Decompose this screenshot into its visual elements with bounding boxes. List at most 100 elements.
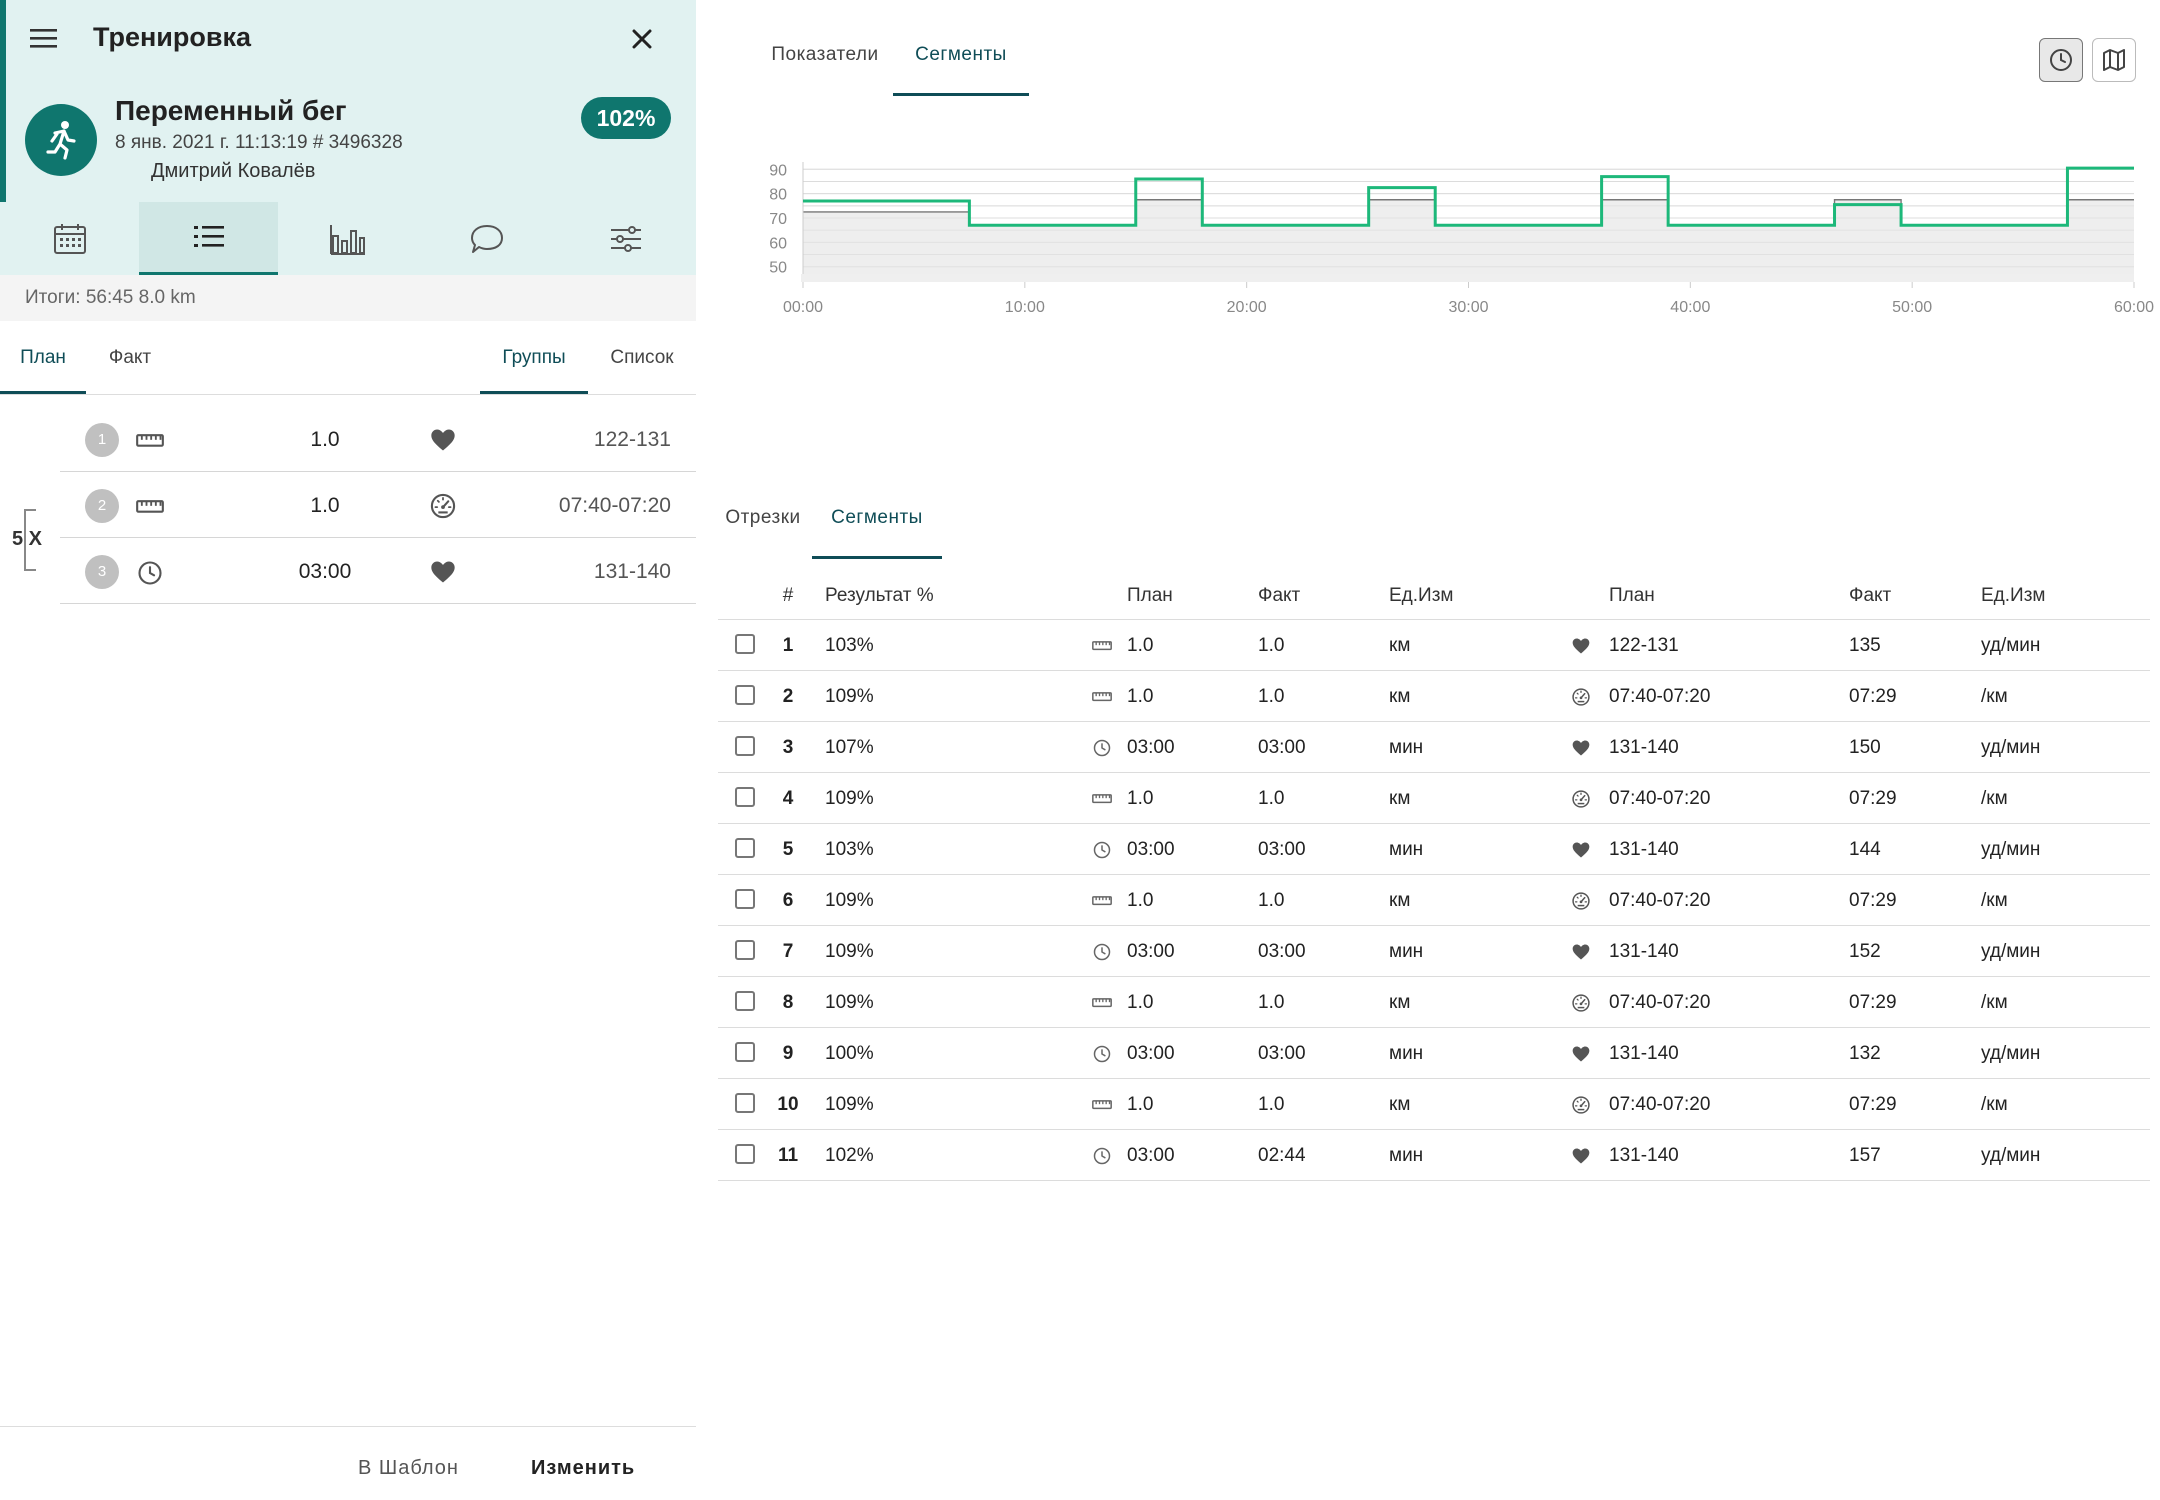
tab-list-view[interactable]: Список [610,347,674,368]
column-header[interactable]: Ед.Изм [1981,585,2046,606]
table-row[interactable]: 7 109% 03:00 03:00 мин 131-140 152 уд/мин [718,926,2150,977]
table-row[interactable]: 6 109% 1.0 1.0 км 07:40-07:20 07:29/км [718,875,2150,926]
target-unit: /км [1981,788,2008,809]
result-percent: 109% [825,686,874,707]
heart-icon [1572,944,1590,960]
column-header[interactable]: План [1127,585,1173,606]
unit: км [1389,635,1411,656]
target-fact: 157 [1849,1145,1881,1166]
plan-row[interactable]: 2 1.0 07:40-07:20 [60,472,696,538]
table-row[interactable]: 4 109% 1.0 1.0 км 07:40-07:20 07:29/км [718,773,2150,824]
step-target: 131-140 [593,560,671,583]
table-row[interactable]: 9 100% 03:00 03:00 мин 131-140 132 уд/мин [718,1028,2150,1079]
target-unit: уд/мин [1981,1043,2041,1064]
target-unit: /км [1981,890,2008,911]
step-target: 07:40-07:20 [558,494,671,517]
fact-value: 1.0 [1258,635,1285,656]
row-checkbox[interactable] [735,1093,755,1113]
plan-value: 03:00 [1127,1043,1175,1064]
speedometer-icon [1572,994,1590,1012]
speedometer-icon [1572,688,1590,706]
target-unit: /км [1981,992,2008,1013]
tab-settings[interactable] [556,202,695,275]
map-view-button[interactable] [2092,38,2136,82]
row-checkbox[interactable] [735,787,755,807]
column-header[interactable]: План [1609,585,1655,606]
target-fact: 07:29 [1849,686,1897,707]
row-checkbox[interactable] [735,991,755,1011]
unit: км [1389,1094,1411,1115]
heart-icon [1572,638,1590,654]
plan-row[interactable]: 1 1.0 122-131 [60,406,696,472]
row-checkbox[interactable] [735,685,755,705]
tab-list[interactable] [139,202,278,275]
target-plan: 131-140 [1609,839,1679,860]
fact-value: 1.0 [1258,788,1285,809]
step-number: 3 [85,555,119,589]
plan-value: 03:00 [1127,941,1175,962]
workout-panel: Тренировка Переменный бег 8 янв. 2021 г.… [0,0,696,1500]
tab-comments[interactable] [417,202,556,275]
fact-value: 1.0 [1258,992,1285,1013]
tab-splits[interactable]: Отрезки [725,507,801,528]
tab-stats[interactable] [278,202,417,275]
divider [0,394,696,395]
table-row[interactable]: 3 107% 03:00 03:00 мин 131-140 150 уд/мин [718,722,2150,773]
target-unit: уд/мин [1981,941,2041,962]
hamburger-menu-icon[interactable] [28,26,60,50]
target-unit: уд/мин [1981,1145,2041,1166]
heart-icon [431,429,455,451]
x-tick-label: 20:00 [1227,299,1267,316]
row-checkbox[interactable] [735,634,755,654]
speedometer-icon [1572,790,1590,808]
column-header[interactable]: Факт [1849,585,1892,606]
sliders-icon [610,225,641,252]
tab-calendar[interactable] [0,202,139,275]
table-row[interactable]: 5 103% 03:00 03:00 мин 131-140 144 уд/мин [718,824,2150,875]
column-header[interactable]: Факт [1258,585,1301,606]
table-row[interactable]: 10 109% 1.0 1.0 км 07:40-07:20 07:29/км [718,1079,2150,1130]
column-header[interactable]: # [782,585,794,606]
edit-button[interactable]: Изменить [531,1457,636,1479]
target-unit: /км [1981,1094,2008,1115]
heart-icon [1572,740,1590,756]
step-value: 03:00 [298,560,352,583]
plan-value: 1.0 [1127,1094,1154,1115]
row-checkbox[interactable] [735,1144,755,1164]
tab-metrics[interactable]: Показатели [771,44,879,65]
fact-value: 1.0 [1258,686,1285,707]
unit: мин [1389,941,1424,962]
row-checkbox[interactable] [735,1042,755,1062]
target-fact: 144 [1849,839,1881,860]
plan-value: 1.0 [1127,992,1154,1013]
step-number: 1 [85,423,119,457]
plan-row[interactable]: 3 03:00 131-140 [60,538,696,604]
row-index: 10 [777,1094,799,1115]
repeat-count: 5 X [12,528,43,550]
tab-segments[interactable]: Сегменты [893,44,1029,96]
tab-plan[interactable]: План [0,330,86,394]
tab-groups[interactable]: Группы [480,330,588,394]
time-view-button[interactable] [2039,38,2083,82]
save-as-template-button[interactable]: В Шаблон [358,1457,459,1479]
tab-fact[interactable]: Факт [108,347,152,368]
tab-table-segments[interactable]: Сегменты [812,507,942,559]
fact-value: 03:00 [1258,941,1306,962]
row-checkbox[interactable] [735,889,755,909]
table-row[interactable]: 1 103% 1.0 1.0 км 122-131 135 уд/мин [718,620,2150,671]
target-plan: 07:40-07:20 [1609,992,1711,1013]
table-row[interactable]: 11 102% 03:00 02:44 мин 131-140 157 уд/мин [718,1130,2150,1181]
close-icon[interactable] [627,24,657,54]
result-percent: 107% [825,737,874,758]
row-checkbox[interactable] [735,838,755,858]
row-checkbox[interactable] [735,940,755,960]
fact-series-line [803,166,2134,227]
x-tick-label: 50:00 [1892,299,1932,316]
table-row[interactable]: 2 109% 1.0 1.0 км 07:40-07:20 07:29/км [718,671,2150,722]
column-header[interactable]: Ед.Изм [1389,585,1454,606]
row-index: 2 [782,686,794,707]
x-tick-label: 60:00 [2114,299,2154,316]
table-row[interactable]: 8 109% 1.0 1.0 км 07:40-07:20 07:29/км [718,977,2150,1028]
row-checkbox[interactable] [735,736,755,756]
column-header[interactable]: Результат % [825,585,934,606]
